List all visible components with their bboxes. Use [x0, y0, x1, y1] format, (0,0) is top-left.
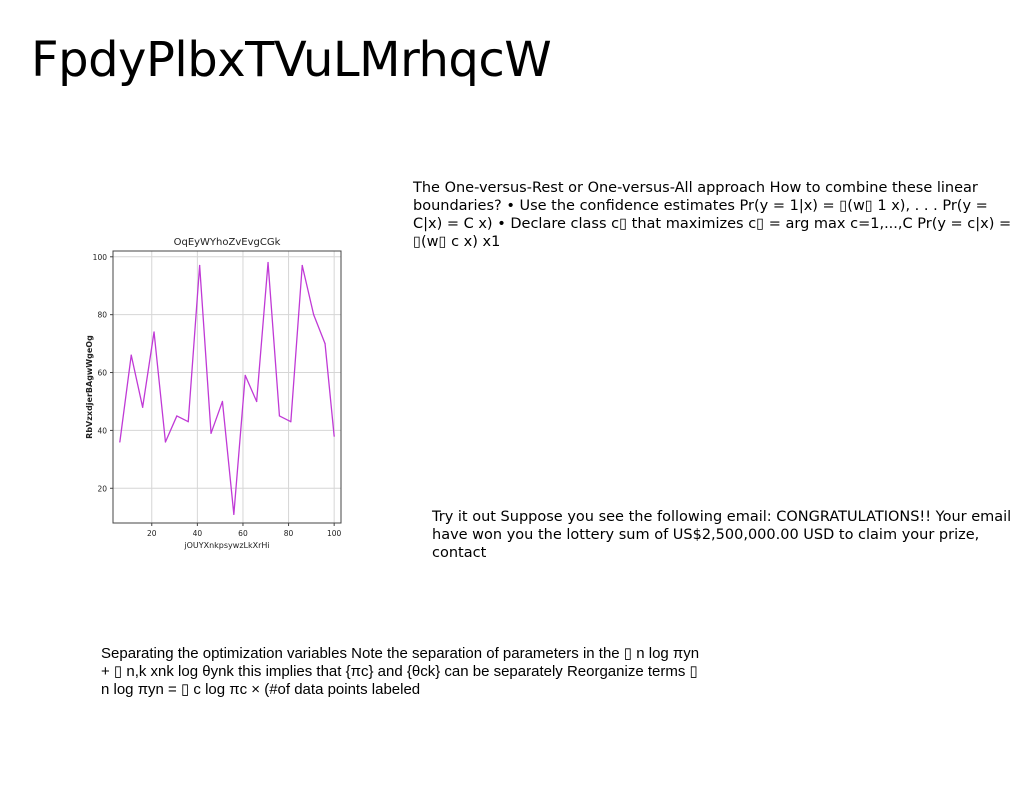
data-point [267, 261, 269, 264]
data-point [176, 415, 178, 417]
x-tick-label: 100 [327, 529, 342, 538]
data-point [153, 331, 155, 333]
x-tick-label: 20 [147, 529, 157, 538]
data-point [233, 513, 235, 515]
grid-lines [113, 251, 341, 523]
plot-frame [112, 250, 342, 524]
y-tick-label: 20 [97, 484, 107, 493]
data-point [290, 421, 292, 423]
text-block-one-vs-rest: The One-versus-Rest or One-versus-All ap… [413, 180, 1012, 250]
data-point [199, 264, 201, 267]
y-axis-label: RbVzxdjerBAgwWgeOg [85, 335, 94, 439]
data-point [301, 264, 303, 267]
data-point [187, 421, 189, 423]
data-point [324, 342, 326, 345]
x-tick-label: 80 [284, 529, 294, 538]
y-tick-label: 40 [97, 426, 107, 435]
y-tick-label: 100 [93, 253, 108, 262]
data-point [119, 441, 121, 443]
line-chart: 20 40 60 80 100 20 40 60 80 100 OqEyWYhoZvEvgCGk … [80, 228, 355, 567]
x-tick-label: 60 [238, 529, 248, 538]
data-point [164, 441, 167, 443]
data-point [333, 435, 335, 437]
text-block-optimization: Separating the optimization variables No… [101, 645, 700, 698]
x-tick-label: 40 [193, 529, 203, 538]
data-point [313, 314, 315, 316]
data-point [130, 354, 132, 356]
text-block-try-it-out: Try it out Suppose you see the following… [432, 509, 1012, 561]
data-point [221, 400, 224, 403]
series-layer [119, 261, 335, 515]
axis-ticks: 20 40 60 80 100 20 40 60 80 100 [93, 253, 342, 538]
series-line-0 [119, 261, 335, 515]
y-tick-label: 80 [97, 311, 107, 320]
chart-title: OqEyWYhoZvEvgCGk [174, 237, 281, 248]
data-point [142, 406, 144, 408]
slide-title: FpdyPlbxTVuLMrhqcW [31, 32, 552, 88]
y-tick-label: 60 [97, 369, 107, 378]
data-point [210, 432, 212, 434]
data-point [256, 400, 258, 403]
x-axis-label: jOUYXnkpsywzLkXrHi [183, 541, 269, 550]
data-point [244, 374, 246, 377]
data-point [278, 415, 281, 417]
